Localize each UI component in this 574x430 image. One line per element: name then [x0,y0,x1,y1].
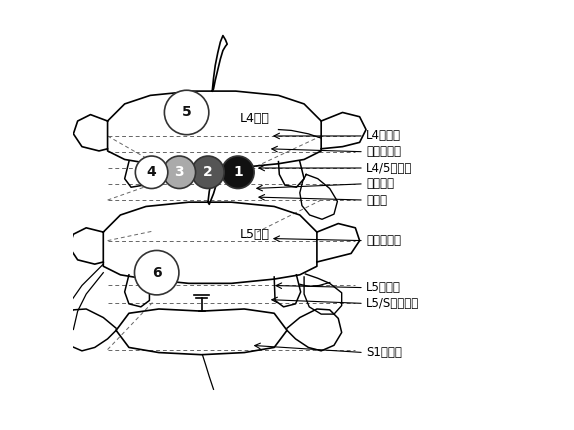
Circle shape [135,156,168,188]
Text: L4神経根: L4神経根 [366,129,401,142]
Text: L4/5椎間腔: L4/5椎間腔 [366,162,412,175]
Text: 下関節突起: 下関節突起 [366,234,401,247]
Circle shape [163,156,196,188]
Text: 外側陥凹: 外側陥凹 [366,177,394,190]
Text: S1神経根: S1神経根 [366,346,402,359]
Text: 3: 3 [174,165,184,179]
Text: 上関節突起: 上関節突起 [366,145,401,158]
Circle shape [192,156,224,188]
Text: 5: 5 [182,105,192,120]
Circle shape [134,250,179,295]
Circle shape [222,156,254,188]
Text: 2: 2 [203,165,213,179]
Text: L5/S椎間関節: L5/S椎間関節 [366,297,419,310]
Circle shape [164,90,209,135]
Text: L5椎弓: L5椎弓 [240,228,270,241]
Text: 6: 6 [152,266,161,280]
Text: L5神経根: L5神経根 [366,281,401,294]
Text: 4: 4 [147,165,157,179]
Text: 1: 1 [233,165,243,179]
Text: L4椎弓: L4椎弓 [240,112,270,126]
Text: 椎弓根: 椎弓根 [366,194,387,206]
